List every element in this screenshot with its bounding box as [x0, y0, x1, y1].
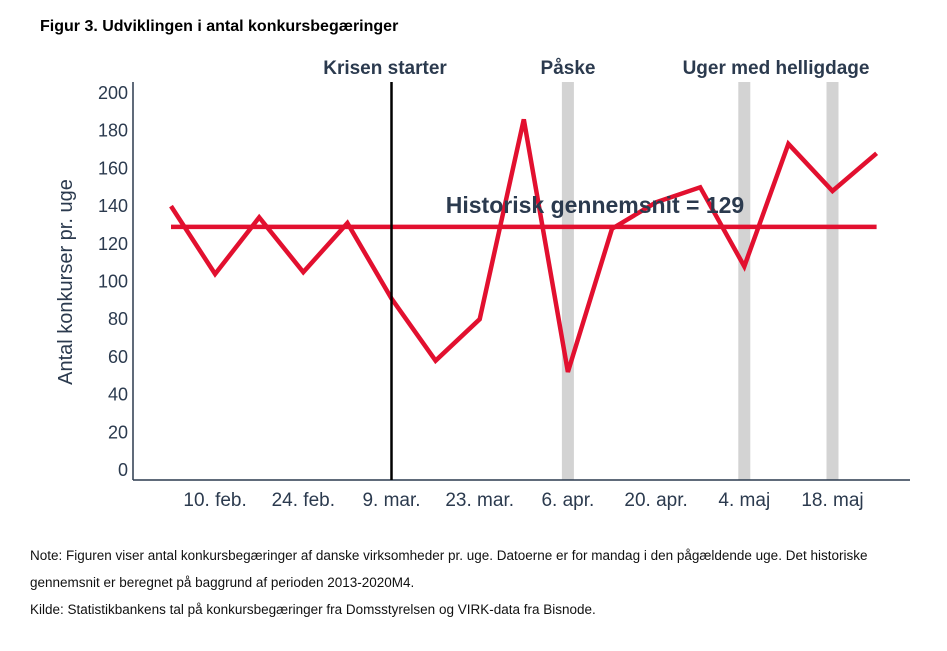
y-tick-label: 60 — [108, 347, 128, 367]
note-text: Note: Figuren viser antal konkursbegærin… — [30, 548, 868, 590]
x-tick-label: 18. maj — [801, 490, 863, 511]
holiday-band — [738, 82, 751, 480]
y-tick-label: 200 — [98, 83, 128, 103]
figure-notes: Note: Figuren viser antal konkursbegærin… — [30, 542, 920, 623]
holiday-band — [561, 82, 574, 480]
figure-title: Figur 3. Udviklingen i antal konkursbegæ… — [40, 18, 399, 35]
y-tick-label: 140 — [98, 196, 128, 216]
average-label: Historisk gennemsnit = 129 — [446, 192, 744, 218]
y-tick-label: 120 — [98, 234, 128, 254]
holiday-band — [826, 82, 839, 480]
x-tick-label: 20. apr. — [624, 490, 687, 511]
annotation-label: Krisen starter — [323, 58, 447, 79]
x-tick-label: 10. feb. — [183, 490, 246, 511]
y-tick-label: 20 — [108, 422, 128, 442]
y-tick-label: 160 — [98, 158, 128, 178]
series-line — [169, 118, 879, 373]
source-text: Kilde: Statistikbankens tal på konkursbe… — [30, 602, 596, 617]
y-tick-label: 0 — [118, 460, 128, 480]
y-axis-label: Antal konkurser pr. uge — [55, 179, 77, 385]
x-tick-label: 6. apr. — [541, 490, 594, 511]
x-tick-label: 9. mar. — [362, 490, 420, 511]
annotation-label: Uger med helligdage — [683, 58, 870, 79]
line-chart: 0 20 40 60 80 100 120 140 160 180 200 Antal konkurs… — [55, 58, 910, 511]
y-tick-label: 80 — [108, 309, 128, 329]
x-tick-label: 23. mar. — [445, 490, 514, 511]
x-tick-label: 24. feb. — [272, 490, 335, 511]
y-tick-label: 100 — [98, 272, 128, 292]
annotation-label: Påske — [541, 58, 596, 79]
y-tick-label: 180 — [98, 121, 128, 141]
y-tick-label: 40 — [108, 385, 128, 405]
x-tick-label: 4. maj — [718, 490, 770, 511]
